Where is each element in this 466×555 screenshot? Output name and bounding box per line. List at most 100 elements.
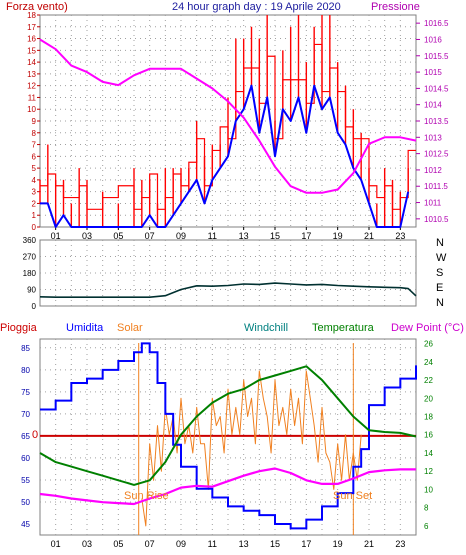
humidity-tick-label: 70 — [21, 410, 30, 419]
x-tick-label: 19 — [333, 539, 343, 549]
humidity-tick-label: 60 — [21, 454, 30, 463]
temp-tick-label: 14 — [424, 449, 433, 458]
humidity-tick-label: 50 — [21, 498, 30, 507]
x-tick-label: 19 — [333, 231, 343, 241]
right-tick-label: 1014 — [424, 101, 442, 110]
left-tick-label: 2 — [32, 199, 37, 208]
temp-tick-label: 6 — [424, 522, 429, 531]
compass-label: S — [436, 267, 443, 279]
x-tick-label: 21 — [364, 539, 374, 549]
left-tick-label: 4 — [32, 176, 37, 185]
label-dewpoint: Dew Point (°C) — [391, 322, 464, 334]
direction-tick-label: 360 — [23, 236, 37, 245]
left-tick-label: 0 — [32, 223, 37, 232]
temp-tick-label: 12 — [424, 467, 433, 476]
left-tick-label: 6 — [32, 152, 37, 161]
compass-label: N — [436, 237, 444, 249]
top-right-title: Pressione — [371, 1, 420, 13]
x-tick-label: 11 — [208, 539, 217, 549]
left-tick-label: 7 — [32, 141, 37, 150]
direction-series — [39, 282, 417, 299]
left-tick-label: 1 — [32, 211, 37, 220]
x-tick-label: 23 — [395, 231, 405, 241]
temp-tick-label: 24 — [424, 358, 433, 367]
left-tick-label: 18 — [27, 11, 36, 20]
right-tick-label: 1015.5 — [424, 52, 449, 61]
x-tick-label: 17 — [301, 231, 311, 241]
x-tick-label: 15 — [270, 539, 280, 549]
left-tick-label: 14 — [27, 58, 36, 67]
top-x-axis: 01 03 05 07 09 11 13 15 17 19 21 23 — [51, 227, 405, 241]
temp-tick-label: 18 — [424, 412, 433, 421]
x-tick-label: 17 — [301, 539, 311, 549]
wind-avg-line — [40, 84, 410, 228]
right-tick-label: 1011 — [424, 199, 442, 208]
rain-zero-label: 0 — [32, 429, 38, 441]
solar-line — [141, 370, 362, 527]
humidity-tick-label: 80 — [21, 366, 30, 375]
direction-grid — [40, 240, 416, 306]
top-right-axis: 1010.5 1011 1011.5 1012 1012.5 1013 1013.5 1014… — [416, 19, 449, 224]
bottom-panel: Pioggia Umidita Solar Windchill Temperat… — [0, 322, 464, 549]
right-tick-label: 1013 — [424, 133, 442, 142]
temperature-line — [39, 365, 417, 486]
x-tick-label: 13 — [239, 231, 249, 241]
wind-gust-line — [40, 43, 416, 210]
left-tick-label: 5 — [32, 164, 37, 173]
right-tick-label: 1013.5 — [424, 117, 449, 126]
temp-tick-label: 10 — [424, 485, 433, 494]
x-tick-label: 15 — [270, 231, 280, 241]
temp-tick-label: 26 — [424, 340, 433, 349]
right-tick-label: 1011.5 — [424, 182, 448, 191]
x-tick-label: 23 — [395, 539, 405, 549]
left-tick-label: 12 — [27, 82, 36, 91]
humidity-tick-label: 65 — [21, 432, 30, 441]
temp-tick-label: 20 — [424, 394, 433, 403]
label-windchill: Windchill — [244, 322, 288, 334]
left-tick-label: 17 — [27, 23, 36, 32]
right-tick-label: 1016 — [424, 35, 442, 44]
direction-plot-frame — [39, 239, 417, 307]
label-umidita: Umidita — [66, 322, 104, 334]
x-tick-label: 21 — [364, 231, 374, 241]
x-tick-label: 07 — [145, 539, 155, 549]
x-tick-label: 09 — [176, 231, 186, 241]
humidity-tick-label: 55 — [21, 476, 30, 485]
direction-tick-label: 90 — [27, 286, 36, 295]
bottom-series — [39, 342, 417, 535]
x-tick-label: 01 — [51, 539, 61, 549]
x-tick-label: 05 — [113, 539, 123, 549]
bottom-left-axis: 45 50 55 60 65 70 75 80 85 — [21, 344, 30, 529]
label-solar: Solar — [117, 322, 143, 334]
top-panel: Forza vento) 24 hour graph day : 19 Apri… — [6, 1, 449, 241]
direction-line — [39, 282, 417, 299]
temp-tick-label: 16 — [424, 431, 433, 440]
x-tick-label: 07 — [145, 231, 155, 241]
x-tick-label: 05 — [113, 231, 123, 241]
right-tick-label: 1010.5 — [424, 215, 449, 224]
x-tick-label: 09 — [176, 539, 186, 549]
left-tick-label: 9 — [32, 117, 37, 126]
pressure-line — [39, 38, 417, 194]
compass-label: E — [436, 282, 443, 294]
humidity-line — [40, 342, 417, 530]
left-tick-label: 3 — [32, 188, 37, 197]
humidity-tick-label: 85 — [21, 344, 30, 353]
x-tick-label: 01 — [51, 231, 61, 241]
humidity-tick-label: 75 — [21, 388, 30, 397]
left-tick-label: 10 — [27, 105, 36, 114]
dewpoint-line — [39, 467, 416, 506]
label-pioggia: Pioggia — [0, 322, 38, 334]
bottom-x-axis: 01 03 05 07 09 11 13 15 17 19 21 23 — [51, 539, 406, 549]
sunset-label: Sun Set — [333, 490, 372, 502]
left-tick-label: 11 — [28, 93, 37, 102]
right-tick-label: 1012 — [424, 166, 442, 175]
sunrise-label: Sun Rise — [124, 490, 169, 502]
left-tick-label: 16 — [27, 35, 36, 44]
x-tick-label: 03 — [82, 539, 92, 549]
right-tick-label: 1016.5 — [424, 19, 449, 28]
x-tick-label: 13 — [239, 539, 249, 549]
